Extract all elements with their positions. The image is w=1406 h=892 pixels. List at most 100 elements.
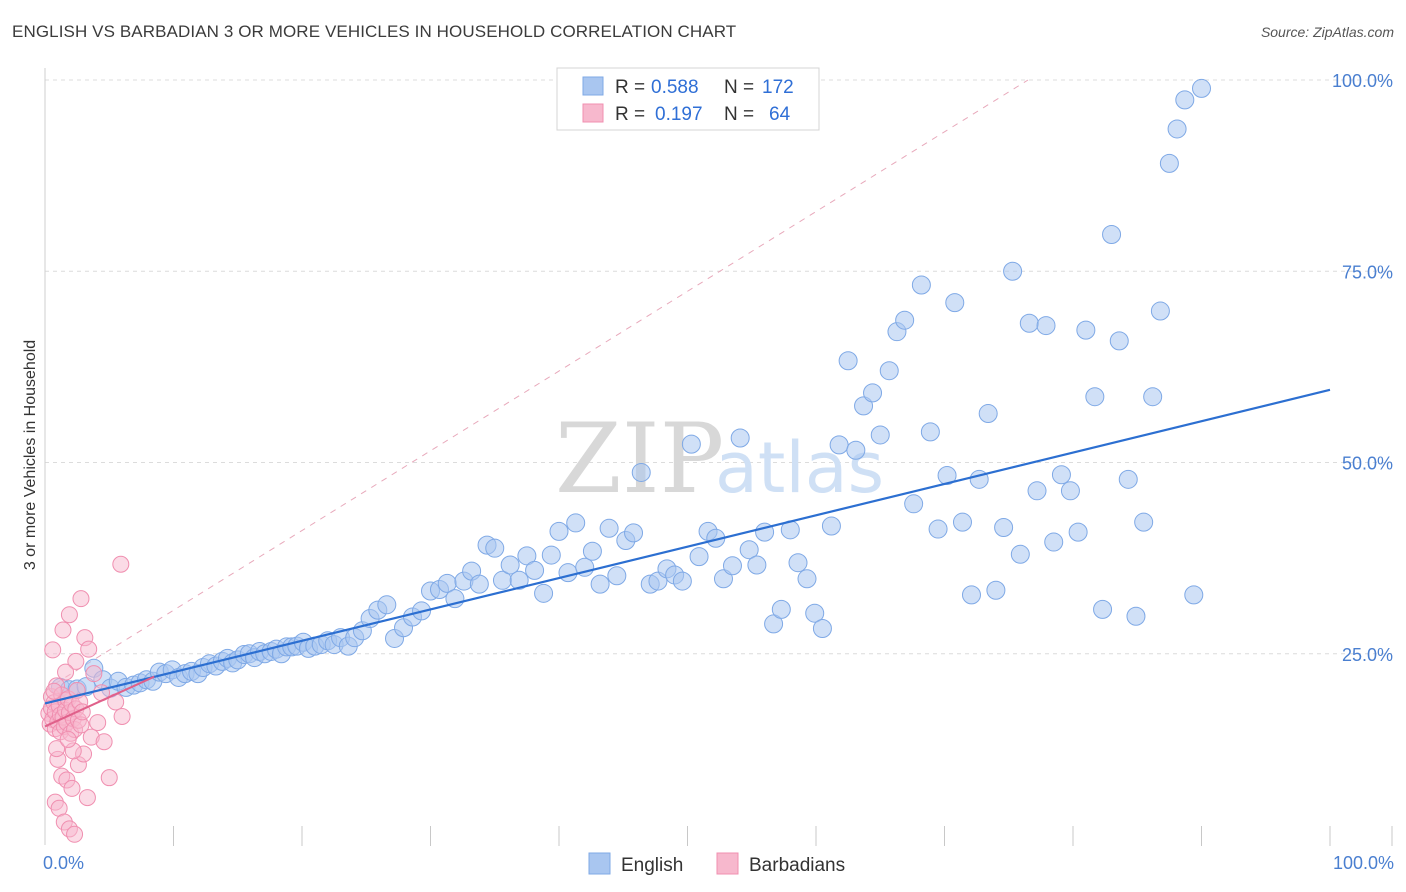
barbadians-point-57 (57, 663, 75, 681)
english-point-93 (730, 428, 750, 448)
english-point-106 (838, 351, 858, 371)
english-point-127 (1010, 544, 1030, 564)
english-point-113 (895, 310, 915, 330)
y-tick-label-75: 75.0% (1342, 262, 1393, 282)
english-point-131 (1044, 532, 1064, 552)
english-point-135 (1076, 320, 1096, 340)
barbadians-point-31 (54, 621, 72, 639)
english-point-101 (797, 569, 817, 589)
watermark-zip: ZIP (555, 403, 724, 515)
english-point-73 (566, 513, 586, 533)
barbadians-point-58 (45, 682, 63, 700)
source-label: Source: ZipAtlas.com (1260, 24, 1394, 40)
english-point-142 (1134, 512, 1154, 532)
barbadians-point-55 (85, 665, 103, 683)
english-point-75 (582, 541, 602, 561)
trend-lines (44, 388, 1331, 728)
english-point-121 (961, 585, 981, 605)
barbadians-points (40, 555, 131, 843)
english-point-68 (525, 560, 545, 580)
barbadians-point-33 (67, 652, 85, 670)
english-point-137 (1093, 599, 1113, 619)
legend-n-label-english: N = (724, 77, 754, 98)
barbadians-point-63 (59, 730, 77, 748)
legend-r-label-barbadians: R = (615, 104, 645, 125)
english-point-147 (1175, 90, 1195, 110)
english-point-109 (863, 383, 883, 403)
english-point-70 (541, 545, 561, 565)
reference-diagonal (44, 79, 1029, 691)
y-tick-label-100: 100.0% (1332, 71, 1393, 91)
legend-barbadians-swatch (582, 103, 604, 123)
barbadians-point-52 (100, 769, 118, 787)
english-point-124 (986, 580, 1006, 600)
english-point-117 (928, 519, 948, 539)
english-point-71 (549, 521, 569, 541)
english-point-119 (945, 293, 965, 313)
english-points (50, 78, 1211, 700)
barbadians-point-30 (44, 641, 62, 659)
english-point-123 (978, 404, 998, 424)
english-point-140 (1118, 469, 1138, 489)
english-point-120 (952, 512, 972, 532)
english-point-105 (829, 435, 849, 455)
english-point-148 (1184, 585, 1204, 605)
english-point-118 (937, 466, 957, 486)
axes: 25.0% 50.0% 75.0% 100.0% (44, 68, 1393, 846)
english-point-65 (500, 555, 520, 575)
english-point-100 (788, 553, 808, 573)
barbadians-point-46 (48, 740, 66, 758)
barbadians-point-60 (78, 789, 96, 807)
english-point-94 (739, 540, 759, 560)
english-point-98 (771, 599, 791, 619)
y-tick-label-50: 50.0% (1342, 454, 1393, 474)
english-point-141 (1126, 606, 1146, 626)
legend-n-label-barbadians: N = (724, 104, 754, 125)
english-point-80 (624, 523, 644, 543)
legend-bottom: English Barbadians (588, 852, 845, 876)
legend-r-label-english: R = (615, 77, 645, 98)
barbadians-point-61 (112, 555, 130, 573)
x-tick-max: 100.0% (1333, 853, 1394, 873)
english-point-143 (1143, 387, 1163, 407)
english-point-128 (1019, 313, 1039, 333)
bottom-legend-english-label: English (621, 855, 683, 876)
barbadians-point-40 (63, 779, 81, 797)
y-tick-label-25: 25.0% (1342, 645, 1393, 665)
english-point-78 (607, 566, 627, 586)
english-point-129 (1027, 481, 1047, 501)
english-point-145 (1159, 153, 1179, 173)
english-point-76 (590, 574, 610, 594)
english-point-130 (1036, 316, 1056, 336)
english-point-132 (1051, 465, 1071, 485)
english-point-61 (469, 574, 489, 594)
bottom-legend-barbadians-label: Barbadians (749, 855, 845, 876)
legend-n-value-english: 172 (762, 77, 794, 98)
english-point-111 (879, 361, 899, 381)
legend-r-value-english: 0.588 (651, 77, 699, 98)
bottom-legend-barbadians-swatch (716, 852, 739, 875)
barbadians-trend-line (44, 675, 155, 728)
english-point-144 (1150, 301, 1170, 321)
english-point-116 (920, 422, 940, 442)
legend-r-value-barbadians: 0.197 (655, 104, 703, 125)
barbadians-point-32 (60, 606, 78, 624)
english-point-66 (509, 570, 529, 590)
barbadians-point-54 (113, 707, 131, 725)
grid-lines (44, 79, 1392, 691)
english-point-92 (722, 556, 742, 576)
english-point-136 (1085, 387, 1105, 407)
english-point-95 (747, 555, 767, 575)
english-point-110 (870, 425, 890, 445)
english-point-115 (911, 275, 931, 295)
chart-title: ENGLISH VS BARBADIAN 3 OR MORE VEHICLES … (12, 22, 737, 41)
legend-n-value-barbadians: 64 (769, 104, 791, 125)
english-point-86 (672, 571, 692, 591)
barbadians-point-34 (72, 590, 90, 608)
english-trend-line (44, 388, 1331, 705)
english-point-138 (1102, 225, 1122, 245)
english-point-88 (689, 547, 709, 567)
barbadians-point-50 (89, 714, 107, 732)
barbadians-point-36 (80, 640, 98, 658)
